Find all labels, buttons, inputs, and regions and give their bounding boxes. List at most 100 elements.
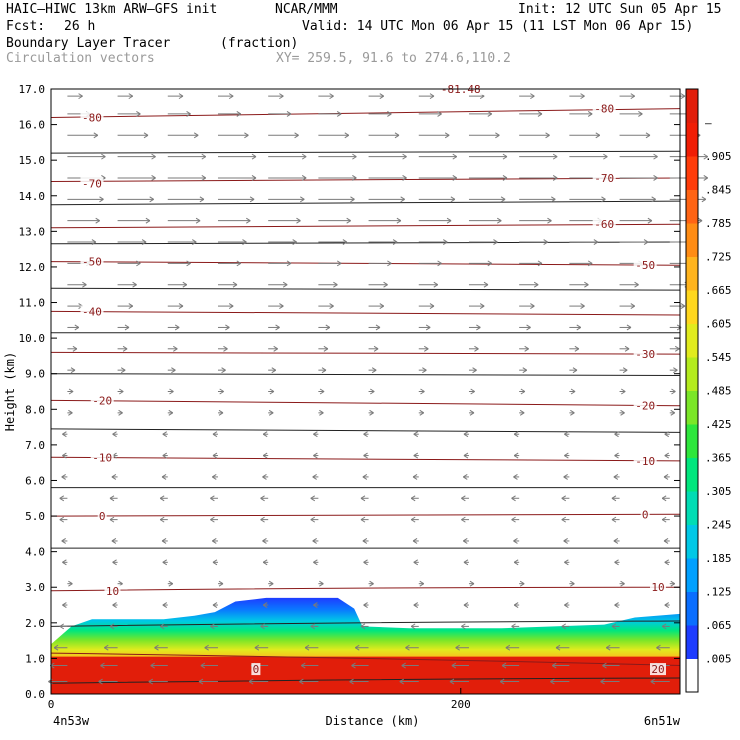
wind-vector [62, 602, 68, 608]
wind-vector [313, 602, 319, 608]
wind-vector [159, 623, 168, 630]
tracer-core [51, 656, 680, 694]
isotherm-label: -50 [635, 259, 655, 272]
wind-vector [167, 153, 207, 160]
wind-vector [248, 678, 269, 685]
isotherm-label: -10 [92, 451, 112, 464]
wind-vector [413, 602, 419, 608]
wind-vector [564, 431, 570, 438]
wind-vector [468, 196, 506, 203]
wind-vector [564, 452, 570, 459]
wind-vector [519, 367, 528, 374]
wind-vector [569, 388, 576, 395]
colorbar-label: .125 [705, 586, 732, 599]
wind-vector [468, 175, 508, 181]
wind-vector [111, 473, 118, 480]
wind-vector [313, 452, 319, 459]
wind-vector [368, 239, 398, 245]
wind-vector [468, 260, 493, 267]
wind-vector [663, 473, 670, 480]
wind-vector [268, 93, 284, 100]
wind-vector [217, 388, 224, 395]
tracer-field [51, 597, 680, 694]
y-tick-label: 7.0 [25, 439, 45, 452]
wind-vector [449, 678, 469, 685]
wind-vector [117, 388, 124, 395]
wind-vector [569, 367, 578, 374]
wind-vector [117, 239, 147, 245]
wind-vector [150, 662, 168, 669]
wind-vector [318, 93, 334, 100]
wind-vector [98, 678, 118, 685]
wind-vector [254, 644, 269, 651]
wind-vector [463, 602, 469, 608]
wind-vector [513, 602, 520, 608]
wind-vector [217, 345, 228, 352]
wind-vector [217, 367, 226, 374]
isotherm-line [50, 456, 681, 462]
wind-vector [368, 175, 407, 181]
fcst-label: Fcst: [6, 19, 46, 34]
isotherm-label: -30 [635, 348, 655, 361]
wind-vector [59, 623, 68, 630]
y-tick-label: 2.0 [25, 617, 45, 630]
init-label: Init: 12 UTC Sun 05 Apr 15 [518, 2, 722, 17]
wind-vector [268, 388, 275, 395]
wind-vector [363, 559, 369, 566]
y-tick-label: 9.0 [25, 368, 45, 381]
wind-vector [318, 196, 355, 203]
wind-vector [418, 388, 425, 395]
wind-vector [513, 452, 520, 459]
wind-vector [368, 580, 374, 587]
wind-vector [413, 452, 419, 459]
wind-vector [104, 644, 118, 651]
wind-vector [161, 473, 168, 480]
isotherm-label: -60 [594, 218, 614, 231]
isotherm-label: -80 [594, 103, 614, 116]
wind-vector [318, 409, 324, 416]
wind-vector [519, 110, 543, 117]
wind-vector [268, 324, 280, 331]
wind-vector [619, 239, 649, 245]
x-left-end-label: 4n53w [53, 714, 90, 728]
wind-vector [148, 678, 168, 685]
wind-vector [650, 678, 670, 685]
wind-vector [468, 153, 508, 160]
wind-vector [418, 196, 456, 203]
wind-vector [62, 431, 68, 438]
wind-vector [67, 132, 99, 139]
wind-vector [569, 239, 599, 245]
wind-vector [262, 452, 269, 459]
wind-vector [664, 602, 670, 608]
wind-vector [59, 495, 68, 502]
wind-vector [167, 409, 174, 416]
wind-vector [656, 644, 670, 651]
wind-vector [67, 580, 73, 587]
wind-vector [619, 217, 653, 224]
colorbar-label: .845 [705, 184, 732, 197]
wind-vector [413, 559, 419, 566]
wind-vector [412, 538, 419, 544]
wind-vector [217, 281, 238, 288]
wind-vector [569, 110, 593, 117]
wind-vector [217, 409, 224, 416]
colorbar-label: .005 [705, 653, 732, 666]
wind-vector [268, 367, 277, 374]
wind-vector [619, 93, 636, 100]
wind-vector [368, 303, 385, 310]
isotherm-label: 0 [253, 663, 260, 676]
wind-vector [513, 473, 520, 480]
wind-vector [368, 217, 402, 224]
y-tick-label: 13.0 [19, 225, 46, 238]
wind-vector [661, 495, 670, 502]
wind-vector [418, 409, 425, 416]
wind-vector [418, 239, 448, 245]
wind-vector [318, 367, 327, 374]
wind-vector [349, 678, 369, 685]
wind-vector [619, 580, 625, 587]
colorbar-label: .245 [705, 519, 732, 532]
wind-vector [62, 452, 68, 459]
wind-vector [167, 196, 205, 203]
wind-vector [112, 559, 118, 566]
wind-vector [67, 388, 74, 395]
